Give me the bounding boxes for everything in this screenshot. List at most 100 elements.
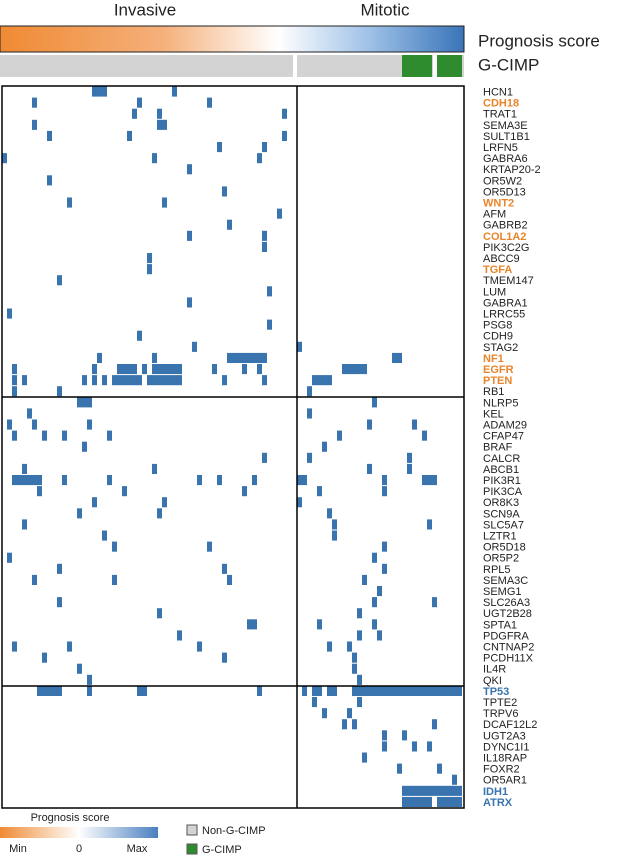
gene-label: LRFN5 [483,142,518,154]
gene-label: PIK3R1 [483,475,521,487]
gene-label: ATRX [483,797,513,809]
mutation-cell [197,641,202,652]
mutation-cell [407,785,412,796]
legend-label: Non-G-CIMP [202,825,266,837]
mutation-cell [427,519,432,530]
mutation-cell [342,719,347,730]
mutation-cell [252,619,257,630]
mutation-cell [142,364,147,375]
mutation-cell [402,730,407,741]
mutation-cell [122,375,127,386]
mutation-cell [152,352,157,363]
legend-swatch [186,843,198,855]
mutation-cell [297,497,302,508]
mutation-cell [57,386,62,397]
gene-label: NLRP5 [483,397,518,409]
mutation-cell [152,463,157,474]
mutation-cell [267,286,272,297]
mutation-cell [112,375,117,386]
mutation-cell [402,685,407,696]
mutation-cell [347,641,352,652]
row-label: G-CIMP [478,55,539,74]
mutation-cell [412,741,417,752]
gcimp-cell [422,55,427,77]
mutation-cell [137,97,142,108]
mutation-cell [432,685,437,696]
gene-label: COL1A2 [483,231,526,243]
mutation-cell [422,685,427,696]
mutation-cell [427,475,432,486]
mutation-cell [302,685,307,696]
mutation-cell [242,486,247,497]
mutation-cell [127,130,132,141]
mutation-cell [232,352,237,363]
mutation-cell [422,785,427,796]
gene-label: IL4R [483,664,506,676]
mutation-cell [2,153,7,164]
mutation-cell [197,475,202,486]
gene-label: GABRB2 [483,220,528,232]
mutation-cell [252,475,257,486]
mutation-cell [352,719,357,730]
mutation-cell [172,86,177,97]
gene-label: HCN1 [483,86,513,98]
gene-label: WNT2 [483,197,514,209]
gene-label: UGT2A3 [483,730,526,742]
legend-swatch [186,824,198,836]
mutation-cell [97,86,102,97]
gene-label: TRAT1 [483,109,517,121]
mutation-cell [282,108,287,119]
mutation-cell [12,375,17,386]
mutation-cell [57,563,62,574]
gene-label: OR5W2 [483,175,522,187]
gene-label: OR5AR1 [483,775,527,787]
gcimp-cell [417,55,422,77]
gene-label: UGT2B28 [483,608,532,620]
mutation-cell [377,586,382,597]
mutation-cell [122,364,127,375]
mutation-cell [257,685,262,696]
gene-label: DYNC1I1 [483,741,529,753]
mutation-cell [432,719,437,730]
legend-label: Min [9,843,27,855]
mutation-cell [7,419,12,430]
mutation-cell [22,463,27,474]
mutation-cell [27,475,32,486]
mutation-cell [382,475,387,486]
mutation-cell [302,475,307,486]
mutation-cell [157,119,162,130]
mutation-cell [187,297,192,308]
mutation-cell [217,142,222,153]
mutation-cell [92,86,97,97]
mutation-cell [322,441,327,452]
mutation-cell [12,475,17,486]
mutation-cell [107,430,112,441]
mutation-cell [92,364,97,375]
mutation-cell [137,375,142,386]
gene-label: GABRA1 [483,297,528,309]
mutation-cell [227,574,232,585]
mutation-cell [347,708,352,719]
mutation-cell [422,430,427,441]
mutation-cell [307,408,312,419]
mutation-cell [407,796,412,807]
mutation-cell [417,685,422,696]
mutation-cell [112,574,117,585]
gene-label: FOXR2 [483,764,520,776]
mutation-cell [82,375,87,386]
gene-label: SCN9A [483,508,520,520]
mutation-cell [392,685,397,696]
mutation-cell [392,352,397,363]
mutation-cell [157,508,162,519]
mutation-cell [377,630,382,641]
gene-label: TRPV6 [483,708,518,720]
score-bar [0,25,465,53]
mutation-cell [357,630,362,641]
mutation-cell [67,641,72,652]
mutation-cell [147,375,152,386]
mutation-cell [262,352,267,363]
mutation-cell [332,530,337,541]
gene-label: BRAF [483,442,513,454]
gene-label: SEMA3E [483,120,528,132]
